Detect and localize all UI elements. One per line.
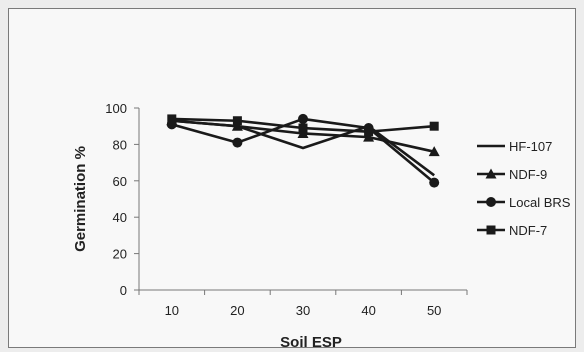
legend-label-ndf-9: NDF-9 — [509, 167, 547, 182]
data-point-ndf-7 — [429, 121, 439, 131]
chart-frame: 0 20 40 60 80 100 10 20 30 40 50 Germination % Soi… — [8, 8, 576, 351]
data-point-local-brs — [298, 113, 308, 124]
y-tick-label: 40 — [113, 210, 127, 225]
x-tick-label: 50 — [427, 303, 441, 318]
legend-marker-ndf-9 — [485, 168, 497, 179]
legend-label-ndf-7: NDF-7 — [509, 223, 547, 238]
y-tick-label: 60 — [113, 174, 127, 189]
data-point-ndf-9 — [297, 127, 309, 138]
y-tick-label: 20 — [113, 247, 127, 262]
data-point-ndf-7 — [232, 116, 242, 126]
legend-marker-local-brs — [486, 197, 496, 207]
data-point-ndf-7 — [364, 127, 374, 137]
data-point-ndf-9 — [363, 131, 375, 142]
series-layer — [166, 113, 440, 188]
data-point-ndf-9 — [428, 146, 440, 157]
data-point-ndf-9 — [231, 120, 243, 131]
legend: HF-107 NDF-9 Local BRS NDF-7 — [477, 139, 571, 238]
data-point-local-brs — [232, 137, 243, 148]
y-tick-label: 80 — [113, 137, 127, 152]
data-point-ndf-7 — [167, 114, 177, 124]
legend-item-ndf-9: NDF-9 — [477, 167, 547, 182]
legend-label-hf-107: HF-107 — [509, 139, 552, 154]
x-tick-label: 40 — [361, 303, 375, 318]
data-point-local-brs — [429, 177, 440, 188]
legend-item-hf-107: HF-107 — [477, 139, 552, 154]
x-tick-label: 30 — [296, 303, 310, 318]
axes: 0 20 40 60 80 100 10 20 30 40 50 — [105, 101, 468, 318]
data-point-ndf-7 — [298, 123, 308, 133]
series-ndf-7 — [167, 114, 439, 137]
x-tick-label: 10 — [165, 303, 179, 318]
legend-marker-ndf-7 — [486, 225, 496, 235]
legend-label-local-brs: Local BRS — [509, 195, 571, 210]
legend-item-ndf-7: NDF-7 — [477, 223, 547, 238]
x-tick-label: 20 — [230, 303, 244, 318]
y-tick-label: 0 — [120, 283, 127, 298]
legend-item-local-brs: Local BRS — [477, 195, 571, 210]
y-tick-label: 100 — [105, 101, 127, 116]
y-axis-title: Germination % — [72, 146, 89, 252]
